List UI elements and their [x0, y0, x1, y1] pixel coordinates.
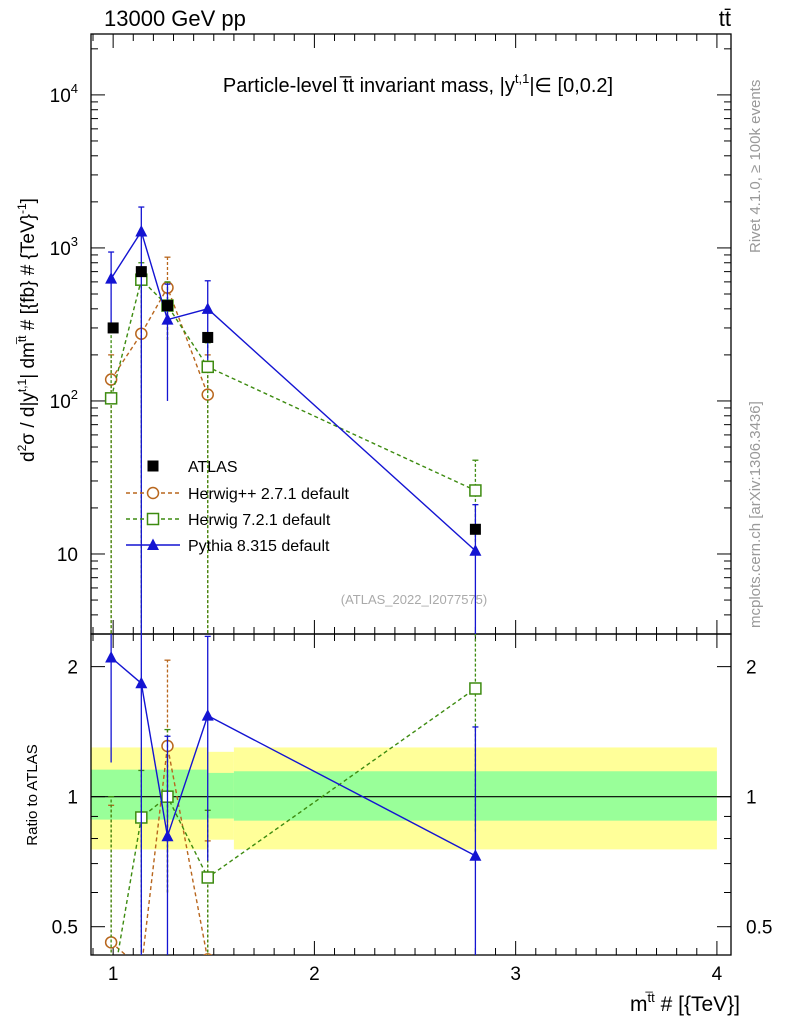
main-y-axis-label: d2σ / d|yt,1| dmt̅t # [{fb} # {TeV}-1] [15, 198, 39, 462]
ratio-line-herwig-2-7-1-default [110, 745, 208, 955]
x-tick-label: 2 [309, 964, 320, 985]
collision-energy-title: 13000 GeV pp [104, 6, 246, 31]
main-point-herwig-2-7-1-default [104, 373, 118, 386]
ratio-point-pythia-8-315-default [469, 849, 482, 861]
ratio-point-pythia-8-315-default [135, 676, 148, 689]
main-panel-data [104, 206, 482, 634]
main-point-pythia-8-315-default [161, 313, 174, 325]
green-band-0 [91, 769, 208, 820]
ratio-point-herwig-7-2-1-default [106, 988, 117, 999]
ratio-y-tick-label-right: 1 [746, 788, 757, 809]
main-point-atlas [469, 523, 481, 535]
ratio-y-tick-label: 2 [67, 658, 78, 679]
x-axis-label: mt̅t # [{TeV}] [630, 990, 740, 1016]
legend-marker-atlas [147, 460, 159, 472]
legend-label-herwig-7-2-1-default: Herwig 7.2.1 default [188, 512, 331, 529]
main-y-tick-label: 10 [57, 545, 78, 566]
green-band-1 [207, 772, 234, 819]
legend-marker-pythia-8-315-default [147, 538, 159, 550]
ratio-point-herwig-2-7-1-default [203, 953, 213, 955]
main-frame [90, 33, 732, 635]
ratio-y-tick-label-right: 2 [746, 658, 757, 679]
ratio-point-pythia-8-315-default [161, 829, 174, 842]
ratio-point-pythia-8-315-default [201, 709, 214, 721]
main-point-herwig-7-2-1-default [201, 360, 214, 374]
main-point-atlas [135, 266, 147, 278]
ratio-y-tick-label: 0.5 [52, 918, 78, 939]
ratio-uncertainty-bands [91, 747, 731, 850]
main-point-herwig-7-2-1-default [104, 392, 118, 405]
ratio-frame [90, 633, 732, 956]
rivet-version-text: Rivet 4.1.0, ≥ 100k events [747, 80, 764, 253]
main-point-pythia-8-315-default [105, 272, 118, 284]
main-plot-title: Particle-level t̅t invariant mass, |yt,1… [223, 71, 613, 97]
ratio-point-herwig-7-2-1-default [201, 871, 214, 884]
x-tick-label: 4 [712, 964, 723, 985]
legend-marker-herwig-2-7-1-default [146, 486, 160, 500]
legend-marker-herwig-7-2-1-default [146, 512, 160, 526]
legend-label-atlas: ATLAS [188, 459, 238, 476]
main-line-herwig-2-7-1-default [110, 286, 209, 395]
x-tick-label: 1 [108, 964, 119, 985]
main-point-atlas [161, 300, 173, 312]
legend-label-pythia-8-315-default: Pythia 8.315 default [188, 538, 330, 555]
ratio-y-tick-label: 1 [67, 788, 78, 809]
axes: 1 2 3 4 10 102 103 104 0.5 0.5 1 1 2 2 [50, 33, 772, 985]
legend-label-herwig-2-7-1-default: Herwig++ 2.7.1 default [188, 486, 350, 503]
main-point-atlas [107, 322, 119, 334]
main-y-tick-label: 102 [50, 387, 78, 413]
legend: ATLAS Herwig++ 2.7.1 default Herwig 7.2.1 … [126, 459, 350, 555]
main-y-tick-label: 104 [50, 81, 78, 107]
x-tick-label: 3 [510, 964, 521, 985]
main-line-herwig-7-2-1-default [110, 278, 476, 492]
main-point-pythia-8-315-default [469, 544, 482, 556]
mcplots-url-text: mcplots.cern.ch [arXiv:1306.3436] [747, 401, 764, 628]
ratio-y-tick-label-right: 0.5 [746, 918, 772, 939]
main-y-tick-label: 103 [50, 234, 78, 260]
main-point-pythia-8-315-default [135, 225, 148, 237]
analysis-watermark: (ATLAS_2022_I2077575) [341, 592, 487, 607]
main-point-atlas [202, 331, 214, 343]
ratio-point-pythia-8-315-default [105, 650, 118, 663]
ratio-point-herwig-7-2-1-default [469, 682, 482, 695]
ratio-point-herwig-2-7-1-default [136, 963, 147, 974]
process-title: tt̄ [719, 6, 731, 31]
main-point-pythia-8-315-default [201, 302, 214, 314]
ratio-y-axis-label: Ratio to ATLAS [24, 744, 41, 845]
main-point-herwig-7-2-1-default [469, 484, 482, 497]
ratio-panel-data [104, 634, 482, 999]
